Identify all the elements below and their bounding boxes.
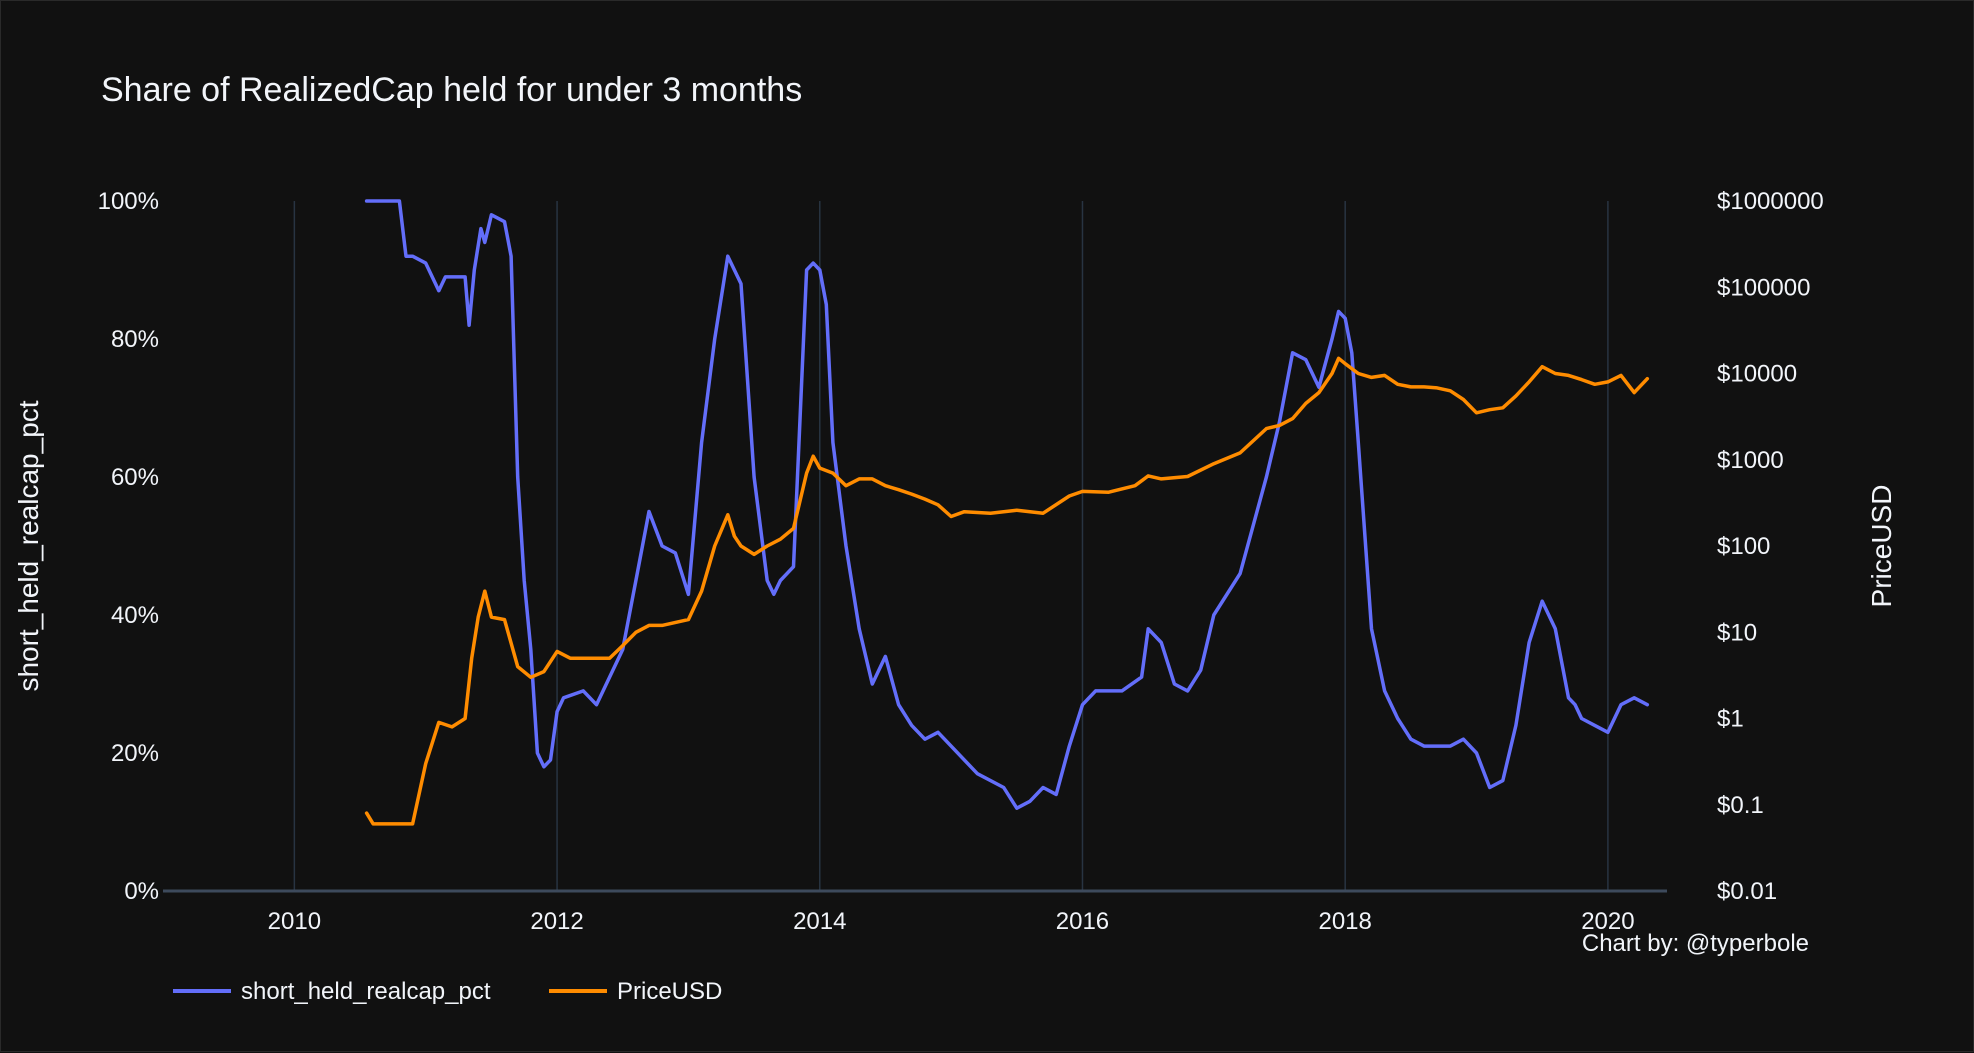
y-tick-label: 100%: [98, 188, 159, 215]
series-line-short-held-realcap-pct: [364, 199, 1650, 810]
y2-tick-label: $0.1: [1717, 792, 1764, 819]
y-tick-label: 40%: [111, 602, 159, 629]
legend-label: short_held_realcap_pct: [241, 978, 491, 1005]
legend-label: PriceUSD: [617, 978, 722, 1005]
axes: 2010 2012 2014 2016 2018 2020 0% 20% 40% 60% 80% 10…: [98, 188, 1824, 935]
y2-tick-label: $1: [1717, 706, 1744, 733]
x-tick-label: 2014: [793, 908, 846, 935]
y-tick-label: 60%: [111, 464, 159, 491]
y-tick-label: 20%: [111, 740, 159, 767]
legend[interactable]: short_held_realcap_pct PriceUSD: [173, 978, 722, 1005]
grid: [293, 201, 1609, 891]
y2-axis-title: PriceUSD: [1866, 485, 1897, 608]
legend-item-price[interactable]: PriceUSD: [549, 978, 722, 1005]
y2-tick-label: $10000: [1717, 361, 1797, 388]
series-line-price-usd: [364, 356, 1650, 826]
y-axis-title: short_held_realcap_pct: [13, 400, 44, 691]
y2-tick-label: $100: [1717, 533, 1770, 560]
x-tick-label: 2020: [1581, 908, 1634, 935]
x-tick-label: 2016: [1056, 908, 1109, 935]
x-tick-label: 2012: [530, 908, 583, 935]
y2-tick-label: $10: [1717, 619, 1757, 646]
y2-tick-label: $1000000: [1717, 188, 1824, 215]
y2-tick-label: $0.01: [1717, 878, 1777, 905]
x-tick-label: 2010: [268, 908, 321, 935]
chart-title: Share of RealizedCap held for under 3 mo…: [101, 71, 802, 109]
legend-item-short-held[interactable]: short_held_realcap_pct: [173, 978, 491, 1005]
y2-tick-label: $100000: [1717, 274, 1810, 301]
y2-tick-label: $1000: [1717, 447, 1784, 474]
y-tick-label: 0%: [124, 878, 159, 905]
plot-area: [364, 199, 1650, 826]
y-tick-label: 80%: [111, 326, 159, 353]
x-tick-label: 2018: [1318, 908, 1371, 935]
chart-credit: Chart by: @typerbole: [1582, 930, 1809, 957]
